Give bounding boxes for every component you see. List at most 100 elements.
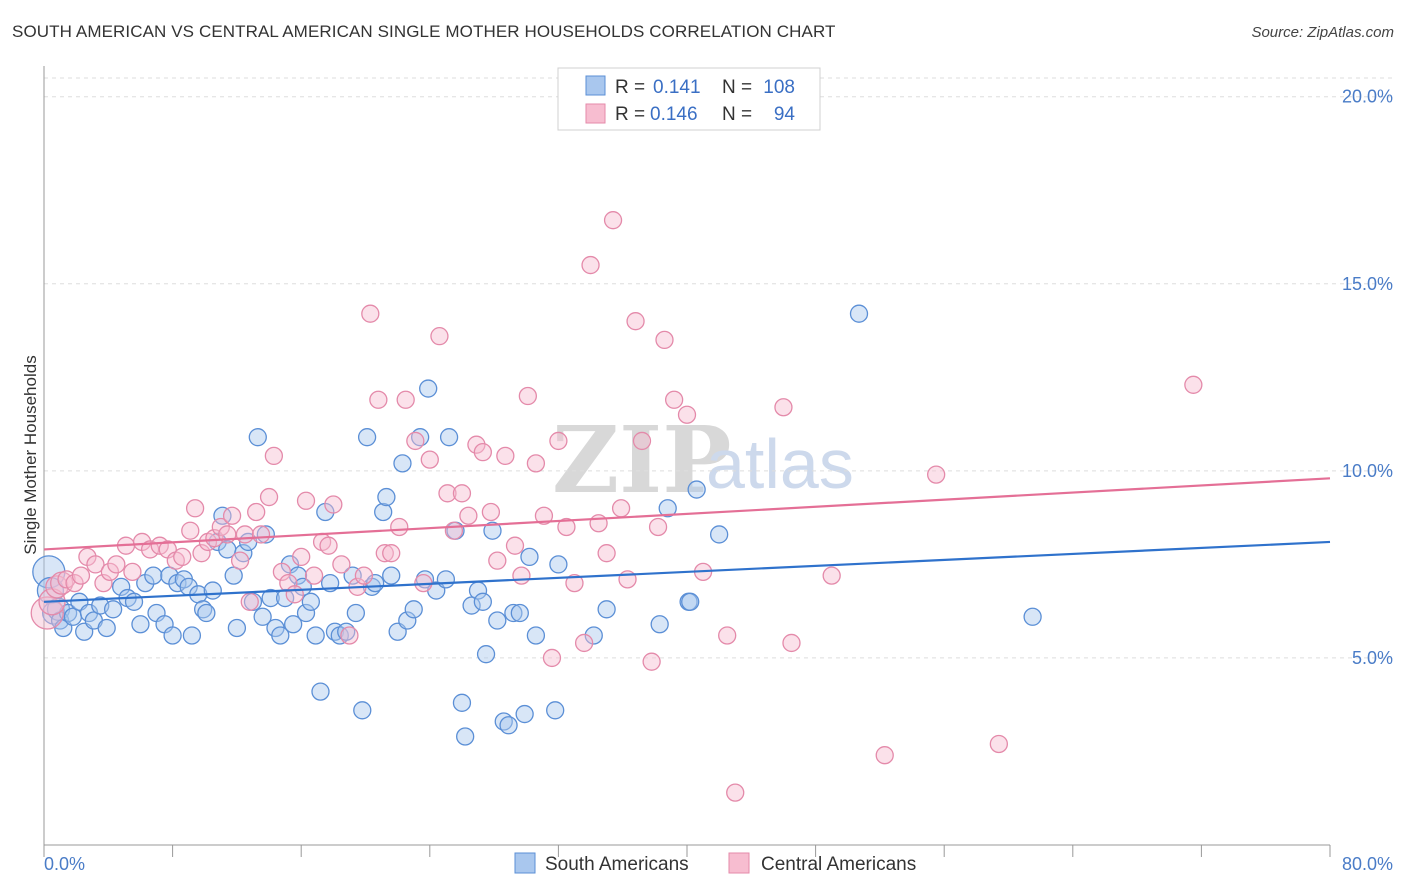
- central-point: [581, 255, 600, 275]
- y-tick-labels: 5.0% 10.0% 15.0% 20.0%: [1342, 87, 1393, 668]
- south-point: [549, 555, 568, 574]
- central-point: [774, 398, 793, 417]
- south-point: [393, 454, 412, 473]
- central-point: [396, 390, 415, 409]
- central-point: [279, 573, 298, 593]
- x-tick-label-min: 0.0%: [44, 854, 85, 874]
- south-point: [476, 645, 496, 664]
- south-point: [124, 592, 144, 611]
- south-point: [419, 379, 438, 398]
- central-point: [1184, 375, 1203, 394]
- south-point: [296, 603, 316, 623]
- south-point: [849, 304, 869, 323]
- south-point: [131, 615, 150, 634]
- south-point: [483, 521, 502, 540]
- legend-label-south: South Americans: [545, 854, 689, 875]
- stats-r-value-south: 0.141: [653, 77, 701, 98]
- central-point: [611, 499, 631, 518]
- central-point: [626, 312, 645, 331]
- south-point: [97, 618, 116, 638]
- central-point: [648, 517, 668, 537]
- source-label: Source: ZipAtlas.com: [1251, 24, 1394, 41]
- central-point: [94, 573, 113, 593]
- south-point: [520, 547, 539, 567]
- central-point: [354, 566, 374, 585]
- central-point: [481, 502, 501, 522]
- south-point: [227, 618, 247, 638]
- south-point: [301, 592, 320, 611]
- south-point: [163, 626, 182, 645]
- south-point: [546, 701, 565, 720]
- central-point: [526, 454, 546, 473]
- central-point: [534, 506, 554, 525]
- south-point: [404, 600, 423, 619]
- central-point: [100, 562, 120, 582]
- central-point: [557, 517, 576, 537]
- central-point: [375, 544, 394, 563]
- central-point: [459, 506, 478, 525]
- central-point: [222, 506, 242, 525]
- central-point: [642, 652, 661, 671]
- x-tick-label-max: 80.0%: [1342, 854, 1393, 874]
- south-point: [357, 428, 377, 447]
- south-point: [261, 588, 280, 608]
- central-point: [406, 431, 425, 451]
- central-point: [211, 517, 230, 537]
- south-point: [597, 600, 616, 619]
- central-point: [597, 544, 616, 563]
- central-point: [181, 521, 200, 540]
- south-point: [398, 611, 417, 630]
- trend-line-south: [43, 540, 1331, 603]
- central-point: [589, 514, 608, 533]
- central-point: [107, 555, 126, 574]
- central-point: [230, 551, 250, 570]
- y-tick-label: 20.0%: [1342, 87, 1393, 107]
- south-point: [687, 480, 706, 499]
- south-point: [456, 727, 475, 746]
- south-point: [1023, 607, 1042, 626]
- legend-swatch-central: [728, 852, 750, 874]
- central-point: [505, 536, 525, 555]
- central-point: [361, 304, 380, 323]
- stats-swatch-south: [585, 75, 606, 96]
- central-point: [875, 746, 894, 765]
- south-point: [439, 428, 459, 447]
- central-point: [473, 442, 492, 462]
- central-point: [247, 502, 266, 522]
- south-point: [452, 693, 472, 712]
- south-point: [650, 615, 669, 634]
- central-point: [192, 544, 211, 563]
- central-point: [272, 562, 292, 582]
- central-point: [989, 734, 1009, 754]
- central-point: [140, 540, 160, 559]
- central-point: [340, 626, 359, 645]
- central-point: [565, 573, 584, 593]
- south-point: [681, 592, 700, 611]
- central-point: [664, 390, 684, 409]
- stats-n-label-south: N =: [722, 77, 752, 98]
- central-point: [718, 626, 737, 645]
- central-point: [496, 446, 515, 466]
- south-point: [253, 607, 272, 626]
- central-point: [632, 431, 652, 451]
- south-point: [382, 566, 401, 585]
- chart-title: SOUTH AMERICAN VS CENTRAL AMERICAN SINGL…: [12, 22, 836, 41]
- central-point: [574, 633, 594, 653]
- central-point: [655, 330, 674, 350]
- south-point: [473, 592, 492, 611]
- central-point: [782, 633, 801, 653]
- axes: [43, 66, 1331, 857]
- stats-n-value-south: 108: [763, 77, 795, 98]
- south-point: [436, 570, 456, 589]
- legend-swatch-south: [514, 852, 536, 874]
- central-point: [65, 573, 84, 593]
- watermark-zip: ZIP: [552, 406, 731, 514]
- y-axis-label: Single Mother Households: [21, 355, 40, 554]
- central-point: [430, 327, 449, 346]
- y-tick-label: 5.0%: [1352, 648, 1393, 668]
- central-point: [542, 648, 562, 668]
- central-point: [264, 446, 284, 466]
- central-point: [369, 390, 388, 409]
- central-point: [390, 517, 409, 537]
